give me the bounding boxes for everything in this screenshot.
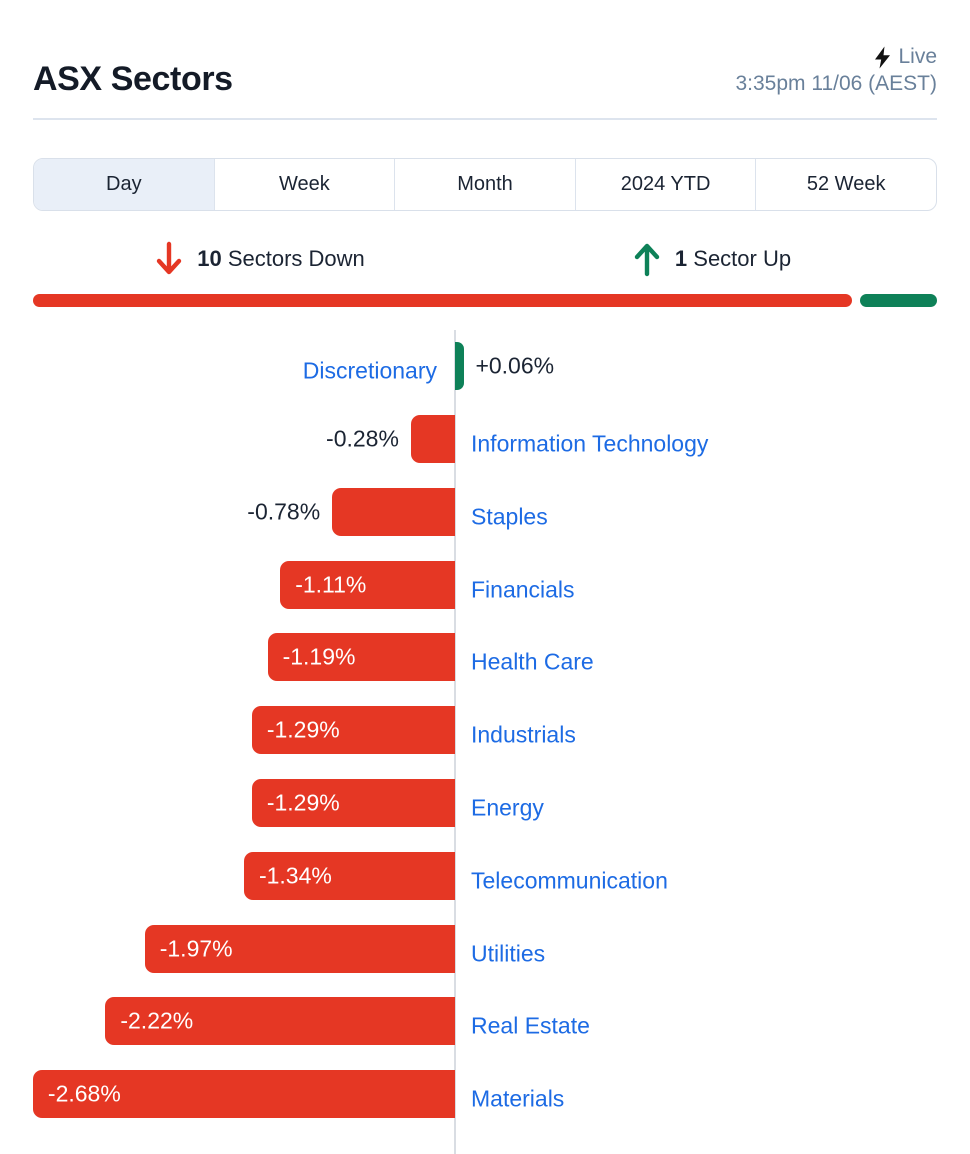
- sector-bar: [332, 487, 455, 536]
- sector-row: +0.06% Discretionary: [0, 330, 970, 403]
- sector-value: -2.68%: [47, 1080, 121, 1107]
- arrow-up-icon: [634, 243, 660, 276]
- sectors-up-text: 1 Sector Up: [675, 246, 791, 272]
- sector-bar: -1.11%: [280, 560, 455, 609]
- sectors-down-text: 10 Sectors Down: [197, 246, 365, 272]
- lightning-bolt-icon: [875, 46, 891, 69]
- breadth-bar: [33, 293, 937, 307]
- sector-label[interactable]: Telecommunication: [471, 867, 668, 894]
- tab-month[interactable]: Month: [395, 158, 576, 210]
- sector-value: -1.97%: [159, 935, 233, 962]
- sector-bar: -1.29%: [251, 706, 455, 755]
- sector-row: -0.78% Staples: [0, 475, 970, 548]
- sector-row: -2.22% Real Estate: [0, 985, 970, 1058]
- sector-row: -1.29% Industrials: [0, 694, 970, 767]
- zero-axis-line: [454, 329, 456, 1154]
- down-bar-segment: [33, 293, 852, 307]
- tab-2024-ytd[interactable]: 2024 YTD: [576, 158, 757, 210]
- sector-row: -1.11% Financials: [0, 548, 970, 621]
- sector-label[interactable]: Industrials: [471, 721, 576, 748]
- sector-value: +0.06%: [475, 352, 555, 379]
- sector-label[interactable]: Financials: [471, 576, 575, 603]
- sector-bar: -2.22%: [105, 997, 455, 1046]
- down-label: Sectors Down: [227, 245, 365, 271]
- tab-week[interactable]: Week: [215, 158, 396, 210]
- sector-row: -1.19% Health Care: [0, 621, 970, 694]
- period-tabs: Day Week Month 2024 YTD 52 Week: [33, 157, 937, 211]
- sector-label[interactable]: Health Care: [471, 648, 594, 675]
- sector-bar: -1.97%: [144, 924, 455, 973]
- sector-value: -1.11%: [295, 571, 367, 598]
- up-count: 1: [674, 245, 688, 271]
- sector-bar: -2.68%: [32, 1070, 455, 1119]
- sector-value: -0.28%: [326, 425, 399, 452]
- sector-label[interactable]: Materials: [471, 1085, 565, 1112]
- up-bar-segment: [859, 293, 937, 307]
- sector-bar: [455, 342, 465, 391]
- sector-row: -2.68% Materials: [0, 1058, 970, 1131]
- sector-value: -1.29%: [266, 716, 340, 743]
- sector-chart: +0.06% Discretionary -0.28% Information Tec…: [0, 329, 970, 1154]
- sector-bar: -1.29%: [251, 779, 455, 828]
- sector-row: -1.97% Utilities: [0, 912, 970, 985]
- sector-row: -0.28% Information Technology: [0, 403, 970, 476]
- sector-value: -1.29%: [266, 789, 340, 816]
- header: ASX Sectors Live 3:35pm 11/06 (AEST): [33, 0, 937, 120]
- sector-bar: -1.19%: [267, 633, 455, 682]
- sector-bar: -1.34%: [243, 851, 455, 900]
- arrow-down-icon: [157, 241, 182, 274]
- sector-row: -1.34% Telecommunication: [0, 839, 970, 912]
- sector-bar: [410, 415, 455, 464]
- sector-value: -2.22%: [120, 1007, 194, 1034]
- up-label: Sector Up: [693, 245, 792, 271]
- sector-label[interactable]: Discretionary: [302, 357, 437, 384]
- sector-label[interactable]: Staples: [471, 503, 548, 530]
- live-block: Live 3:35pm 11/06 (AEST): [735, 44, 937, 98]
- sector-value: -0.78%: [247, 498, 321, 525]
- live-label: Live: [898, 45, 937, 68]
- tab-52-week[interactable]: 52 Week: [756, 159, 936, 210]
- sector-row: -1.29% Energy: [0, 767, 970, 840]
- sector-value: -1.19%: [282, 643, 356, 670]
- summary-row: 10 Sectors Down 1 Sector Up: [33, 233, 937, 285]
- sectors-down-summary: 10 Sectors Down: [33, 233, 485, 285]
- sector-value: -1.34%: [258, 862, 332, 889]
- down-count: 10: [197, 245, 222, 271]
- page-title: ASX Sectors: [33, 60, 233, 99]
- sector-label[interactable]: Real Estate: [471, 1012, 590, 1039]
- tab-day[interactable]: Day: [34, 158, 215, 210]
- timestamp: 3:35pm 11/06 (AEST): [735, 71, 937, 95]
- sector-label[interactable]: Information Technology: [471, 430, 709, 457]
- sector-label[interactable]: Energy: [471, 794, 544, 821]
- sector-label[interactable]: Utilities: [471, 940, 546, 967]
- sectors-up-summary: 1 Sector Up: [485, 233, 937, 285]
